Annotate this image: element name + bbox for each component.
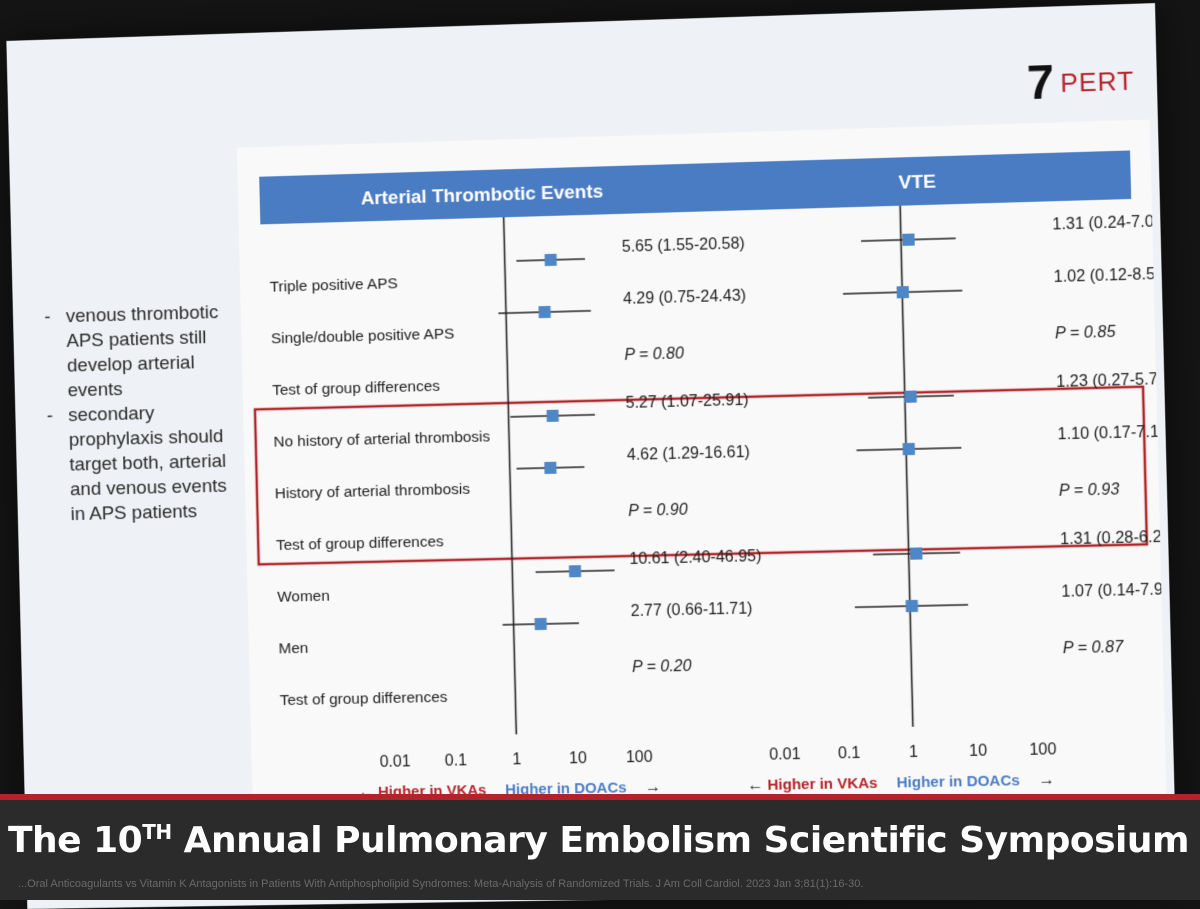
- row-label: Women: [277, 588, 330, 606]
- effect-estimate-label: 2.77 (0.66-11.71): [630, 600, 752, 620]
- point-estimate-marker: [569, 565, 581, 577]
- row-label: No history of arterial thrombosis: [273, 428, 490, 450]
- p-value-label: P = 0.87: [1063, 639, 1125, 658]
- point-estimate-marker: [547, 410, 559, 422]
- bullet-item: secondary prophylaxis should target both…: [43, 399, 242, 528]
- citation-text: ...Oral Anticoagulants vs Vitamin K Anta…: [18, 878, 863, 890]
- effect-estimate-label: 1.07 (0.14-7.94): [1061, 581, 1167, 601]
- bullet-item: venous thrombotic APS patients still dev…: [40, 300, 239, 404]
- axis-tick-label: 100: [626, 749, 653, 767]
- axis-tick-label: 100: [1029, 741, 1057, 759]
- symposium-title: The 10TH Annual Pulmonary Embolism Scien…: [8, 820, 1189, 861]
- right-arrow-icon: →: [1038, 771, 1055, 789]
- left-arrow-icon: ←: [747, 777, 763, 794]
- point-estimate-marker: [545, 254, 557, 266]
- footer-bar: The 10TH Annual Pulmonary Embolism Scien…: [0, 794, 1200, 900]
- slide-bullets: venous thrombotic APS patients still dev…: [40, 300, 242, 528]
- effect-estimate-label: 4.62 (1.29-16.61): [627, 444, 750, 464]
- point-estimate-marker: [544, 462, 556, 474]
- p-value-label: P = 0.90: [628, 502, 688, 521]
- effect-estimate-label: 1.31 (0.24-7.05): [1052, 213, 1167, 234]
- null-effect-line: [900, 206, 913, 727]
- panel-title: VTE: [898, 171, 936, 193]
- axis-tick-label: 10: [969, 742, 988, 760]
- direction-label-doac: Higher in DOACs: [896, 773, 1020, 791]
- effect-estimate-label: 1.10 (0.17-7.18): [1057, 423, 1167, 443]
- title-prefix: The 10: [8, 820, 142, 861]
- point-estimate-marker: [535, 618, 547, 630]
- title-superscript: TH: [142, 820, 171, 844]
- point-estimate-marker: [903, 443, 915, 455]
- effect-estimate-label: 1.02 (0.12-8.52): [1053, 266, 1166, 286]
- axis-tick-label: 0.1: [445, 752, 468, 769]
- axis-tick-label: 1: [512, 751, 521, 768]
- effect-estimate-label: 5.27 (1.07-25.91): [625, 392, 748, 412]
- row-label: Test of group differences: [280, 689, 448, 709]
- axis-tick-label: 0.01: [380, 753, 411, 771]
- axis-tick-label: 0.01: [769, 746, 801, 764]
- point-estimate-marker: [902, 233, 914, 245]
- p-value-label: P = 0.80: [624, 345, 684, 364]
- row-label: Men: [278, 640, 308, 658]
- forest-plot-container: Arterial Thrombotic Events VTE Triple posi…: [237, 120, 1167, 833]
- point-estimate-marker: [897, 286, 909, 298]
- row-label: Single/double positive APS: [271, 325, 455, 347]
- axis-tick-label: 0.1: [838, 745, 861, 763]
- effect-estimate-label: 1.31 (0.28-6.26): [1060, 528, 1167, 548]
- title-suffix: Annual Pulmonary Embolism Scientific Sym…: [172, 820, 1189, 861]
- logo-seven-mark: 7: [1026, 59, 1054, 108]
- effect-estimate-label: 4.29 (0.75-24.43): [623, 287, 746, 308]
- p-value-label: P = 0.85: [1055, 324, 1116, 343]
- effect-estimate-label: 10.61 (2.40-46.95): [629, 548, 761, 568]
- presentation-slide: 7 PERT venous thrombotic APS patients st…: [6, 3, 1177, 909]
- effect-estimate-label: 5.65 (1.55-20.58): [622, 235, 745, 256]
- point-estimate-marker: [906, 600, 918, 612]
- row-label: History of arterial thrombosis: [275, 481, 471, 503]
- null-effect-line: [504, 217, 517, 734]
- point-estimate-marker: [910, 547, 922, 559]
- axis-tick-label: 1: [909, 744, 919, 761]
- axis-tick-label: 10: [569, 750, 587, 767]
- p-value-label: P = 0.93: [1059, 481, 1120, 500]
- effect-estimate-label: 1.23 (0.27-5.74): [1056, 371, 1167, 391]
- pert-logo: 7 PERT: [1026, 56, 1135, 108]
- point-estimate-marker: [539, 306, 551, 318]
- forest-plot: Arterial Thrombotic Events VTETriple posi…: [237, 120, 1167, 833]
- row-label: Test of group differences: [276, 533, 444, 554]
- logo-pert-text: PERT: [1060, 65, 1135, 99]
- point-estimate-marker: [904, 390, 916, 402]
- row-label: Triple positive APS: [270, 275, 398, 296]
- p-value-label: P = 0.20: [632, 658, 692, 676]
- row-label: Test of group differences: [272, 378, 440, 399]
- direction-label-vka: Higher in VKAs: [767, 776, 877, 794]
